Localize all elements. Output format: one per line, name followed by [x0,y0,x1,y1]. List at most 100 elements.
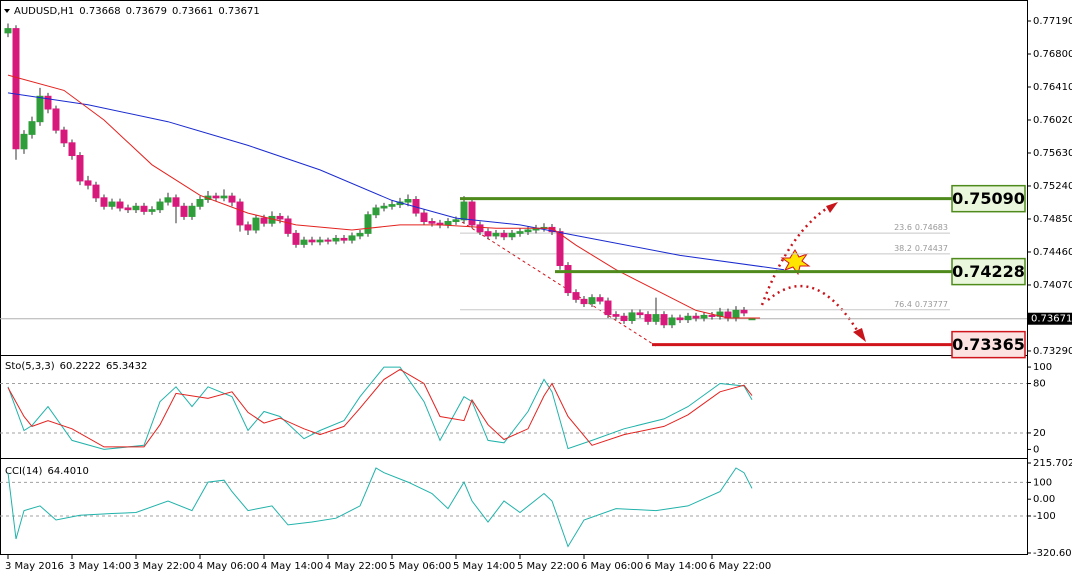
candle-body [588,297,596,305]
fib-price: 0.73777 [915,299,948,308]
level-box [951,257,1026,286]
x-tick-label: 6 May 06:00 [581,561,643,572]
candle-body [524,229,532,233]
fib-ratio: 23.6 [894,223,912,232]
y-tick-label: -100 [1033,511,1056,522]
x-tick-label: 3 May 14:00 [69,561,131,572]
candle-body [548,226,556,233]
indicator-readout: 65.3432 [106,361,147,372]
current-price-label: 0.73671 [1031,314,1072,325]
x-tick-label: 5 May 06:00 [389,561,451,572]
y-tick-label: -320.6068 [1033,548,1072,559]
level-label: 0.75090 [952,189,1025,208]
candle-body [28,121,36,135]
fib-ratio: 38.2 [894,243,912,252]
candle-body [52,108,60,131]
x-tick-label: 3 May 22:00 [133,561,195,572]
candle-body [12,28,20,150]
candle-body [708,314,716,317]
indicator-line [7,366,753,450]
indicator-header: Sto(5,3,3) 60.2222 65.3432 [5,361,147,372]
candle-body [340,237,348,241]
candle-body [460,201,468,221]
candle-body [212,195,220,199]
x-tick-label: 6 May 14:00 [645,561,707,572]
candle-body [244,224,252,231]
candle-body [492,232,500,237]
y-tick-label: 0.74850 [1033,214,1072,225]
y-tick-label: 0 [1033,444,1039,455]
candle-body [676,317,684,321]
candle-body [68,142,76,157]
candle-body [692,315,700,319]
y-tick-label: 0.74070 [1033,280,1072,291]
y-tick-label: 0.00 [1033,494,1055,505]
x-tick-label: 4 May 06:00 [197,561,259,572]
menu-triangle [4,9,10,13]
candle-body [500,232,508,238]
candle-body [476,224,484,233]
y-tick-label: 0.74460 [1033,247,1072,258]
candle-body [644,314,652,322]
candle-body [564,265,572,294]
y-tick-label: 0.75630 [1033,148,1072,159]
x-tick-label: 3 May 2016 [5,561,64,572]
level-box [951,330,1026,359]
candle-body [428,221,436,224]
candle-body [228,195,236,203]
moving-average [7,92,785,271]
candle-body [76,155,84,182]
fib-price: 0.74437 [915,243,948,252]
candle-body [92,184,100,199]
level-box [951,184,1026,213]
indicator-line [7,467,753,548]
indicator-readout: 60.2222 [60,361,101,372]
candle-body [180,205,188,217]
arrow-head [826,202,838,213]
candle-body [164,197,172,203]
candle-body [404,199,412,203]
candle-body [148,209,156,212]
candle-body [236,201,244,226]
y-tick-label: 80 [1033,379,1046,390]
fib-label: 23.6 0.74683 [894,223,948,232]
candle-body [380,205,388,209]
y-tick-label: 0.76410 [1033,82,1072,93]
ohlc-readout: 0.73679 [126,6,167,17]
candle-body [580,298,588,305]
x-tick-label: 4 May 22:00 [325,561,387,572]
fib-label: 38.2 0.74437 [894,243,948,252]
candle-body [108,201,116,207]
candle-body [652,314,660,322]
candle-body [444,221,452,226]
candle-body [348,235,356,241]
y-tick-label: 215.7022 [1033,458,1072,469]
candle-body [124,207,132,211]
candle-body [84,180,92,186]
y-tick-label: 0.75240 [1033,181,1072,192]
indicator-readout: 64.4010 [47,466,88,477]
candle-body [316,239,324,243]
x-tick-label: 5 May 14:00 [453,561,515,572]
candle-body [420,212,428,223]
candle-body [700,314,708,319]
candle-body [684,315,692,321]
x-tick-label: 5 May 22:00 [517,561,579,572]
candle-body [516,231,524,234]
x-tick-label: 6 May 22:00 [709,561,771,572]
candle-body [252,217,260,231]
candle-body [748,318,756,321]
candle-body [140,205,148,212]
candle-body [508,232,516,238]
candle-body [116,201,124,209]
arrow-head [853,328,866,342]
symbol: AUDUSD,H1 [14,6,74,17]
candle-body [260,217,268,224]
level-label: 0.73365 [952,335,1025,354]
candle-body [36,95,44,123]
fib-price: 0.74683 [915,223,948,232]
candle-body [132,205,140,211]
candle-body [628,312,636,322]
